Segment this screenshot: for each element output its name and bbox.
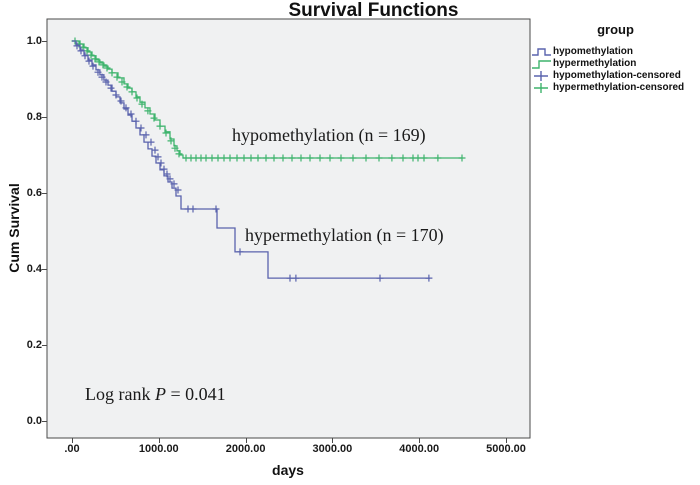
x-tick-label: .00 xyxy=(64,443,80,455)
legend: group hypomethylation hypermethylation h… xyxy=(531,22,700,94)
upper-curve-annotation: hypomethylation (n = 169) xyxy=(232,125,426,145)
chart-title: Survival Functions xyxy=(288,0,459,21)
legend-item-hypomethylation: hypomethylation xyxy=(531,46,700,58)
x-axis-label: days xyxy=(272,462,304,478)
y-tick-label: 0.2 xyxy=(26,339,42,351)
x-tick-label: 1000.00 xyxy=(138,443,179,455)
legend-item-hypermethylation: hypermethylation xyxy=(531,58,700,70)
logrank-prefix: Log rank xyxy=(85,384,155,404)
lower-curve-annotation: hypermethylation (n = 170) xyxy=(245,225,444,245)
logrank-annotation: Log rank P = 0.041 xyxy=(85,384,226,405)
x-tick-label: 5000.00 xyxy=(486,443,526,455)
legend-item-hypermethylation-censored: hypermethylation-censored xyxy=(531,82,700,94)
step-line-icon xyxy=(532,48,551,56)
logrank-value: = 0.041 xyxy=(165,384,226,404)
legend-title: group xyxy=(597,22,634,37)
y-tick-label: 0.4 xyxy=(26,263,42,275)
y-tick-label: 1.0 xyxy=(26,35,42,47)
plus-censor-icon xyxy=(534,83,548,93)
x-tick-label: 4000.00 xyxy=(399,443,440,455)
y-tick-label: 0.6 xyxy=(26,187,42,199)
step-line-icon xyxy=(532,60,551,69)
y-tick-label: 0.8 xyxy=(26,111,42,123)
x-tick-label: 2000.00 xyxy=(225,443,266,455)
legend-label: hypomethylation xyxy=(553,46,634,57)
plus-censor-icon xyxy=(534,71,548,81)
axis-tick-marks xyxy=(42,41,507,443)
x-tick-label: 3000.00 xyxy=(312,443,353,455)
legend-label: hypermethylation-censored xyxy=(553,82,685,93)
censor-marks-lower-declining-curve xyxy=(73,42,433,282)
logrank-p-symbol: P xyxy=(154,384,166,404)
legend-label: hypermethylation xyxy=(553,58,637,69)
y-tick-label: 0.0 xyxy=(26,415,42,427)
legend-item-hypomethylation-censored: hypomethylation-censored xyxy=(531,70,700,82)
legend-label: hypomethylation-censored xyxy=(553,70,681,81)
